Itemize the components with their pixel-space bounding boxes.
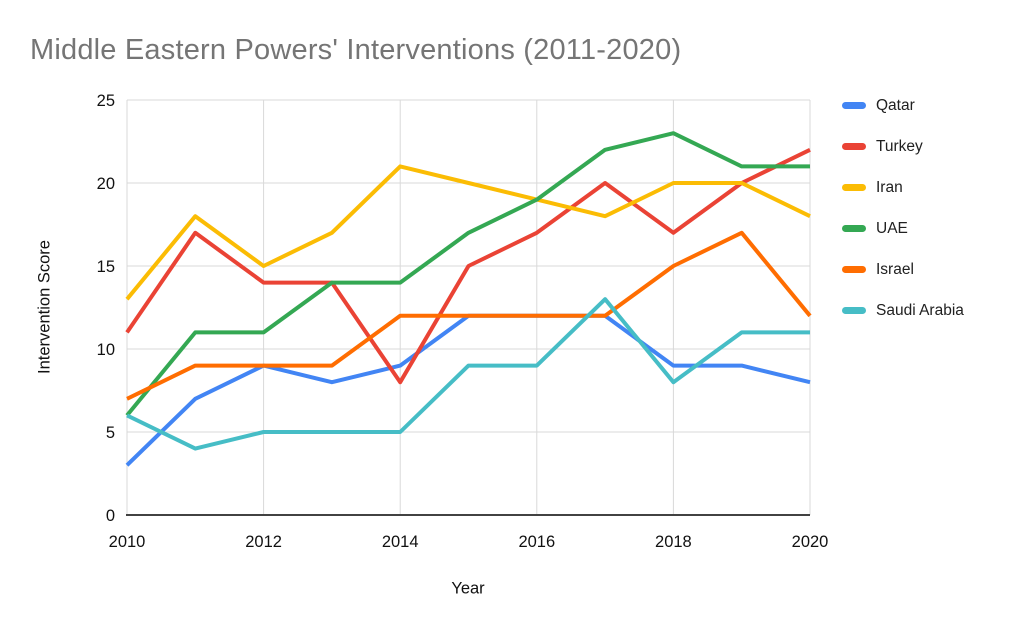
series-line-iran [125,164,811,301]
series-line-uae [125,131,810,417]
legend-swatch-turkey [842,143,866,150]
y-tick-label-25: 25 [97,92,115,110]
x-tick-label-2010: 2010 [109,533,146,551]
y-tick-label-0: 0 [106,507,115,525]
legend-swatch-saudi-arabia [842,307,866,314]
y-tick-label-5: 5 [106,424,115,442]
series-line-turkey [125,148,811,385]
x-tick-label-2012: 2012 [245,533,282,551]
legend-item-uae: UAE [842,208,964,249]
legend-item-qatar: Qatar [842,85,964,126]
series-line-saudi-arabia [126,297,810,451]
y-tick-label-15: 15 [97,258,115,276]
x-tick-label-2014: 2014 [382,533,419,551]
legend-swatch-israel [842,266,866,273]
x-tick-label-2016: 2016 [518,533,555,551]
chart-title: Middle Eastern Powers' Interventions (20… [30,34,682,66]
y-axis-title: Intervention Score [35,240,54,374]
legend-label: Turkey [876,137,923,155]
legend-label: Saudi Arabia [876,301,964,319]
legend-swatch-uae [842,225,866,232]
legend-item-turkey: Turkey [842,126,964,167]
x-tick-label-2018: 2018 [655,533,692,551]
legend-item-iran: Iran [842,167,964,208]
legend-swatch-qatar [842,102,866,109]
legend: Qatar Turkey Iran UAE Israel Saudi Arabia [842,85,964,331]
x-axis-title: Year [451,579,485,598]
legend-item-saudi-arabia: Saudi Arabia [842,290,964,331]
legend-label: Israel [876,260,914,278]
x-tick-label-2020: 2020 [792,533,829,551]
legend-swatch-iran [842,184,866,191]
series-line-israel [126,230,812,401]
legend-label: UAE [876,219,908,237]
y-tick-label-20: 20 [97,175,115,193]
legend-label: Qatar [876,96,915,114]
series-line-qatar [125,313,811,467]
y-tick-label-10: 10 [97,341,115,359]
legend-item-israel: Israel [842,249,964,290]
legend-label: Iran [876,178,903,196]
